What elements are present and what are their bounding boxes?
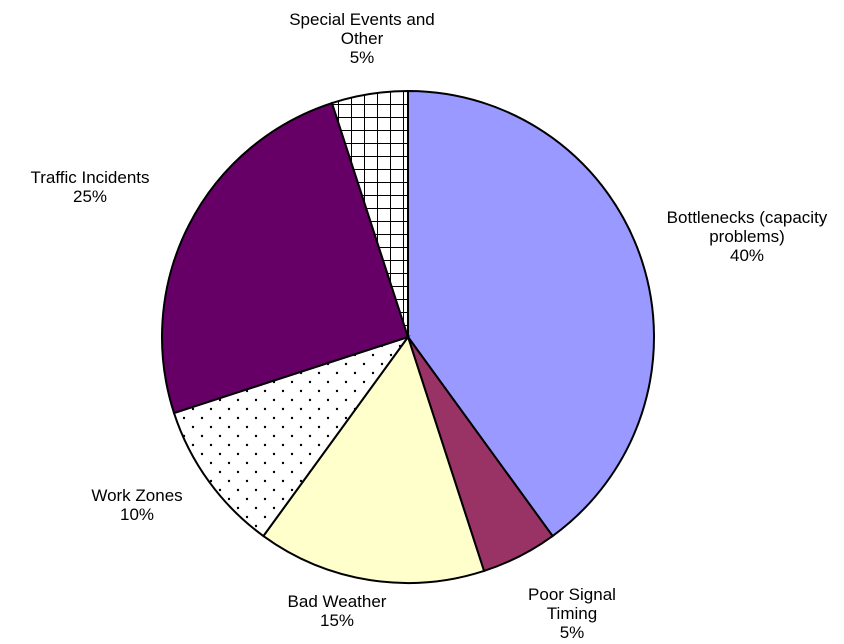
slice-label: Bottlenecks (capacity problems) 40% — [652, 208, 842, 265]
pie-slice — [407, 89, 655, 538]
percent-label: 40% — [729, 246, 765, 265]
percent-label: 5% — [559, 623, 585, 642]
category-name: Bottlenecks (capacity problems) — [666, 208, 828, 246]
slice-label: Poor Signal Timing 5% — [507, 585, 637, 642]
slice-label: Traffic Incidents 25% — [5, 168, 175, 206]
category-name: Bad Weather — [287, 592, 387, 611]
slice-label: Bad Weather 15% — [262, 592, 412, 630]
pie-slice — [262, 334, 486, 584]
slice-label: Work Zones 10% — [62, 486, 212, 524]
category-name: Poor Signal Timing — [528, 585, 616, 623]
pie-slice — [330, 89, 409, 338]
pie-slice — [172, 335, 411, 538]
category-name: Special Events and Other — [289, 10, 435, 48]
percent-label: 5% — [349, 48, 375, 67]
slice-label: Special Events and Other 5% — [267, 10, 457, 67]
percent-label: 25% — [72, 187, 108, 206]
percent-label: 15% — [319, 611, 355, 630]
category-name: Traffic Incidents — [30, 168, 150, 187]
pie-slice — [161, 101, 410, 415]
percent-label: 10% — [119, 505, 155, 524]
category-name: Work Zones — [91, 486, 183, 505]
